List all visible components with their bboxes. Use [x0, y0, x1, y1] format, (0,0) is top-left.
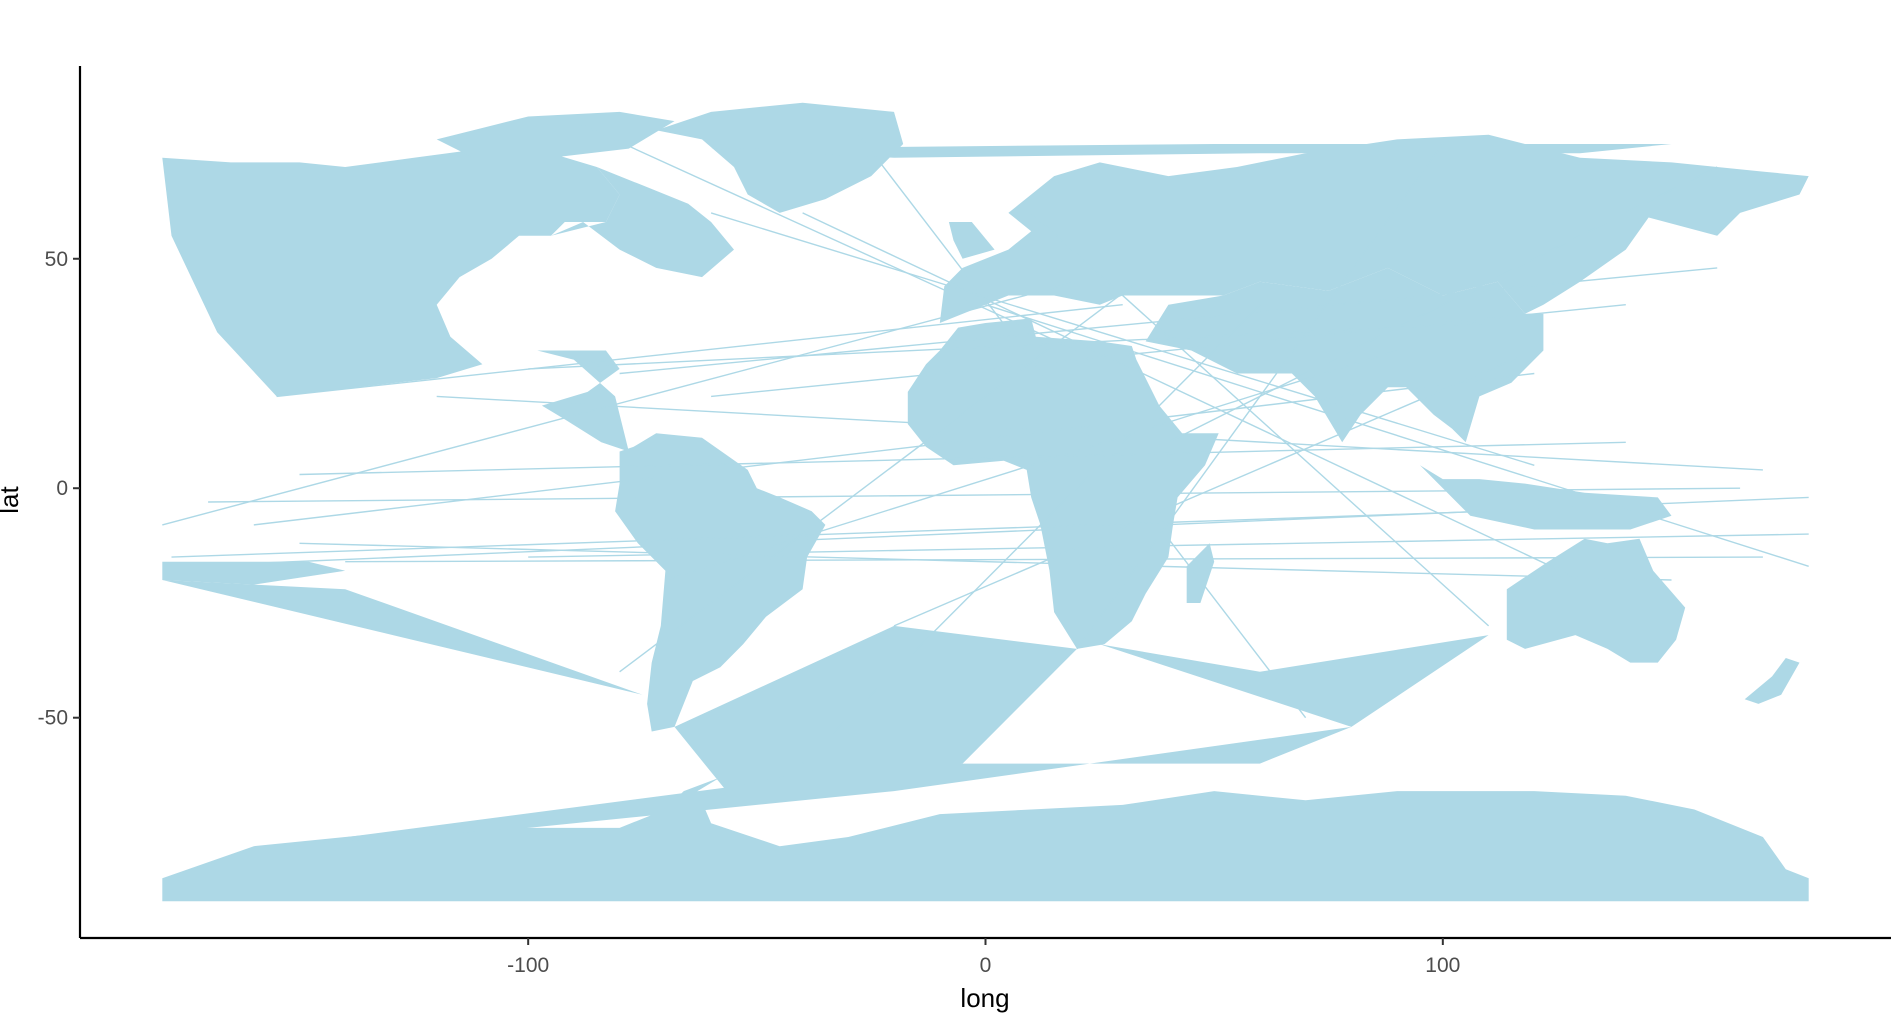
region-north-america-east	[551, 167, 734, 278]
streak-line-25	[299, 542, 1672, 581]
streak-line-2	[299, 441, 1626, 476]
region-europe-asia-north	[939, 134, 1809, 323]
streak-line-10	[893, 349, 1535, 627]
streak-line-6	[528, 322, 1489, 370]
axis-ticks: -100 0 100 50 0 -50	[38, 248, 1461, 977]
region-arctic-top-band	[711, 144, 1672, 158]
region-pacific-islands-fan	[162, 561, 346, 585]
x-tick-label: 0	[980, 954, 992, 977]
region-greenland	[656, 102, 904, 213]
region-south-atlantic-fan	[674, 625, 1077, 801]
streak-line-5	[436, 395, 1763, 471]
streak-line-11	[985, 304, 1809, 567]
streak-line-24	[802, 212, 1581, 581]
region-new-zealand	[1744, 658, 1800, 704]
region-pacific-south-fan	[162, 580, 643, 695]
region-antarctica-main	[162, 777, 1809, 902]
streak-line-15	[276, 304, 1123, 398]
region-australia	[1506, 538, 1686, 663]
x-axis-title: long	[960, 983, 1009, 1013]
streak-line-4	[253, 372, 1535, 526]
streak-line-20	[847, 120, 1307, 719]
plot-panel	[162, 102, 1809, 902]
streak-line-13	[710, 212, 1535, 466]
region-uk-fan	[948, 222, 995, 259]
x-tick-label: -100	[507, 954, 549, 977]
region-antarctica-band	[276, 726, 1352, 847]
region-gulf-mexico-fan	[537, 350, 629, 452]
streak-line-8	[711, 304, 1626, 398]
streak-line-16	[345, 556, 1763, 563]
y-tick-label: 50	[45, 248, 68, 271]
streak-line-19	[802, 304, 1261, 765]
region-south-america	[615, 433, 826, 732]
region-arctic-islands	[436, 111, 675, 158]
region-asia-south	[1145, 267, 1544, 443]
streak-line-17	[528, 533, 1809, 558]
streak-line-7	[619, 267, 1718, 375]
streak-line-14	[162, 281, 1078, 526]
y-tick-label: 0	[56, 477, 68, 500]
streak-line-23	[573, 120, 1078, 352]
region-indonesia-fan	[1420, 465, 1672, 530]
x-tick-label: 100	[1425, 954, 1460, 977]
streak-line-12	[1030, 212, 1490, 627]
streak-line-0	[171, 510, 1489, 558]
streak-line-22	[1168, 166, 1718, 443]
streak-line-18	[619, 258, 1169, 673]
y-axis-title: lat	[0, 485, 24, 513]
region-indian-ocean-fan	[1099, 635, 1489, 727]
streak-line-3	[185, 496, 1809, 567]
region-north-america-west	[162, 148, 620, 397]
y-tick-label: -50	[38, 707, 68, 730]
